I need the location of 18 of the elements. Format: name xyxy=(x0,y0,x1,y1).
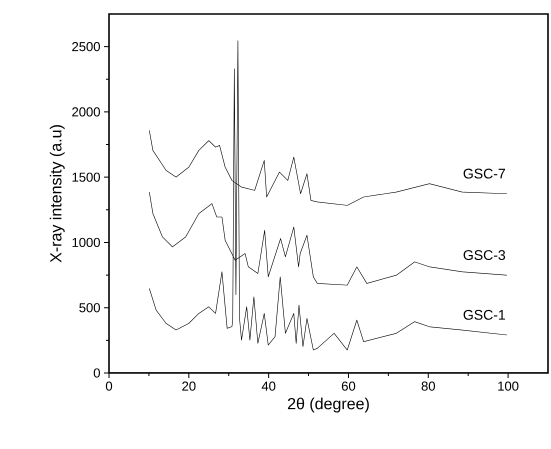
x-tick-label: 100 xyxy=(498,382,518,391)
y-tick-label: 2000 xyxy=(72,107,100,116)
y-tick-label: 1000 xyxy=(72,238,100,248)
x-tick-label: 60 xyxy=(342,382,356,391)
x-axis-title: 2θ (degree) xyxy=(288,398,369,413)
x-tick-label: 20 xyxy=(182,382,196,391)
x-tick-label: 80 xyxy=(422,382,435,391)
y-tick-label: 500 xyxy=(79,303,100,312)
line-series xyxy=(149,40,508,350)
y-axis-title: X-ray intensity (a.u) xyxy=(50,125,65,262)
series-label: GSC-3 xyxy=(464,250,506,260)
y-tick-label: 2500 xyxy=(72,42,100,52)
y-tick-label: 0 xyxy=(94,368,100,378)
y-tick-label: 1500 xyxy=(72,172,100,182)
x-tick-label: 0 xyxy=(106,382,112,391)
x-tick-label: 40 xyxy=(262,382,276,391)
series-label: GSC-7 xyxy=(464,168,505,179)
series-label: GSC-1 xyxy=(464,310,506,320)
